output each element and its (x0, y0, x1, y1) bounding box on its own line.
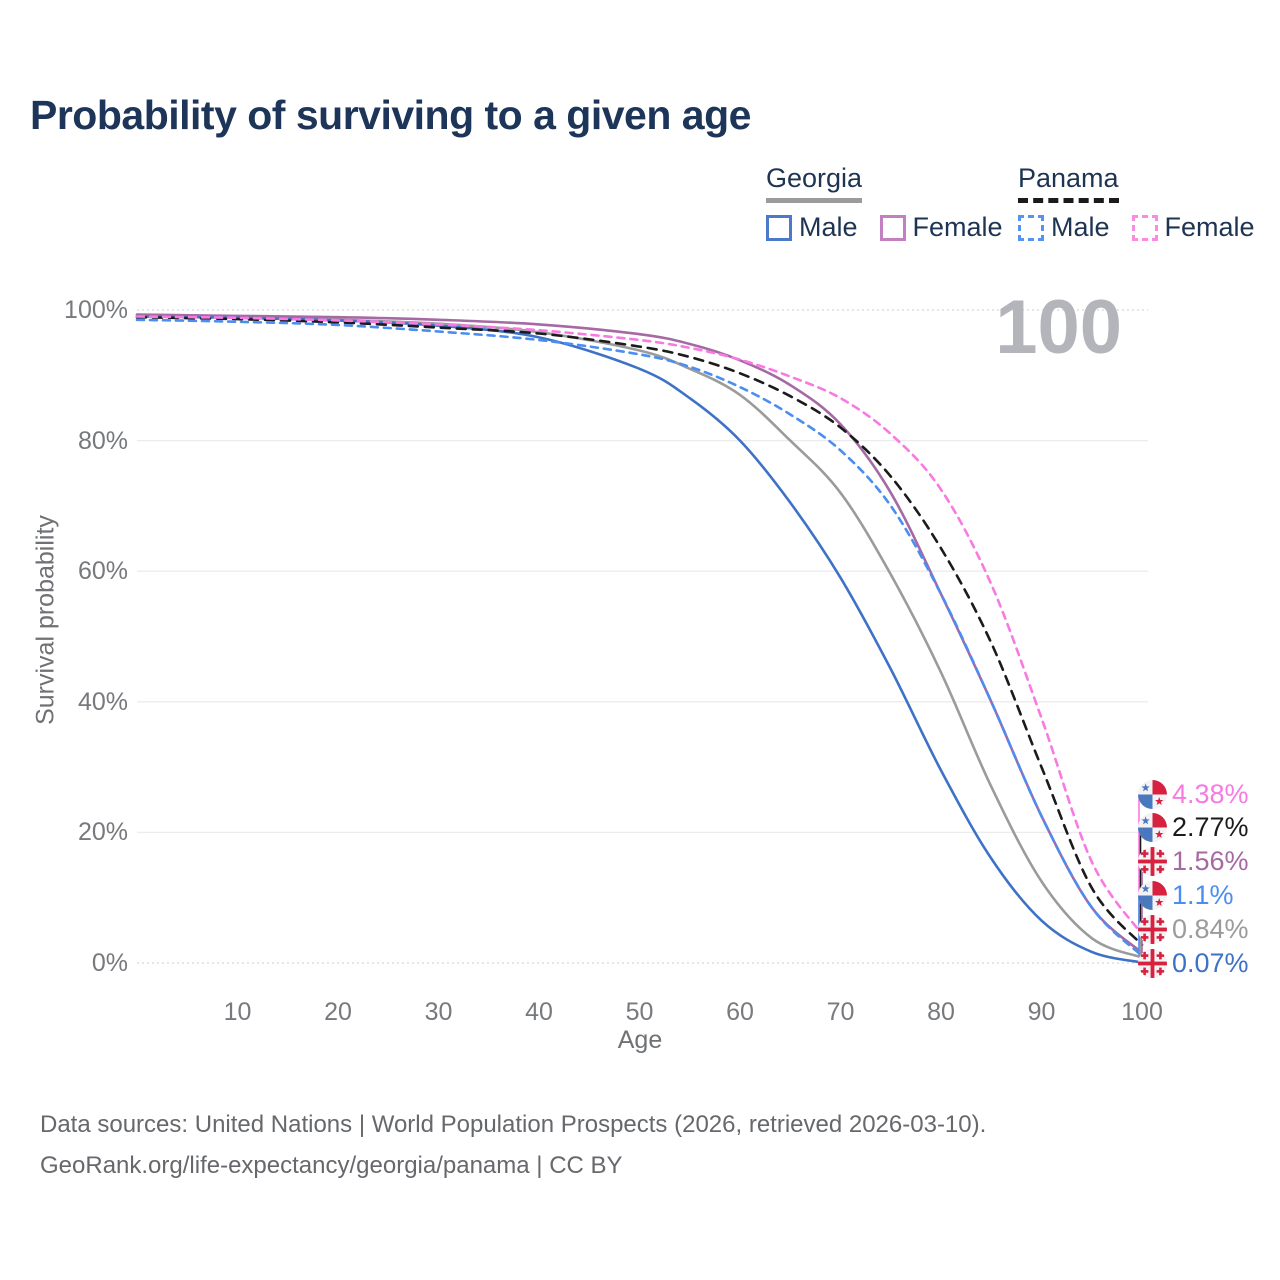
legend-item-panama-male[interactable]: Male (1018, 212, 1110, 243)
panama-female-swatch-icon (1131, 214, 1158, 241)
x-tick-label: 30 (424, 998, 453, 1026)
series-line-georgia-male[interactable] (135, 315, 1144, 964)
series-line-georgia-total[interactable] (135, 314, 1144, 959)
end-value-row-georgia-female: 1.56% (1138, 846, 1249, 877)
x-tick-label: 70 (826, 998, 855, 1026)
series-line-panama-male[interactable] (135, 318, 1144, 958)
end-value-row-panama-total: 2.77% (1138, 812, 1249, 843)
y-tick-label: 100% (64, 296, 128, 324)
end-value-label: 1.1% (1172, 879, 1234, 910)
series-line-panama-female[interactable] (135, 315, 1144, 936)
end-value-label: 2.77% (1172, 812, 1249, 843)
end-value-row-panama-female: 4.38% (1138, 779, 1249, 809)
legend-item-label: Male (799, 212, 858, 242)
age-indicator-watermark: 100 (995, 285, 1122, 370)
georgia-female-swatch-icon (879, 214, 906, 241)
x-tick-label: 60 (726, 998, 754, 1026)
chart-footer: Data sources: United Nations | World Pop… (40, 1104, 986, 1186)
data-sources-line: Data sources: United Nations | World Pop… (40, 1111, 987, 1138)
end-value-label: 1.56% (1172, 846, 1249, 877)
legend-item-label: Female (912, 212, 1003, 242)
georgia-flag-icon (1138, 948, 1167, 978)
x-tick-label: 50 (625, 998, 654, 1026)
page-title: Probability of surviving to a given age (30, 92, 751, 138)
series-line-panama-total[interactable] (135, 315, 1144, 947)
x-tick-label: 100 (1121, 998, 1163, 1026)
legend-item-georgia-female[interactable]: Female (879, 212, 1003, 243)
x-tick-label: 20 (324, 998, 352, 1026)
end-value-row-georgia-total: 0.84% (1138, 914, 1249, 944)
y-tick-label: 40% (77, 687, 128, 716)
x-axis-title: Age (617, 1026, 663, 1054)
x-tick-label: 40 (525, 998, 553, 1026)
y-tick-label: 80% (77, 426, 128, 455)
legend-item-panama-female[interactable]: Female (1131, 212, 1255, 243)
legend-item-label: Female (1164, 212, 1255, 242)
panama-flag-icon (1138, 813, 1167, 843)
legend-country-panama[interactable]: Panama (1018, 163, 1119, 203)
legend-group-panama: Panama Male Female (1018, 163, 1255, 243)
x-tick-label: 10 (223, 998, 252, 1026)
x-tick-label: 80 (927, 998, 955, 1026)
y-tick-label: 20% (77, 818, 128, 847)
georgia-male-swatch-icon (766, 214, 792, 241)
end-value-label: 0.84% (1172, 913, 1249, 944)
georgia-flag-icon (1138, 914, 1167, 944)
y-tick-label: 0% (91, 949, 128, 977)
legend-item-label: Male (1051, 212, 1110, 242)
end-value-row-panama-male: 1.1% (1138, 880, 1234, 910)
y-tick-label: 60% (77, 557, 128, 586)
x-tick-label: 90 (1027, 998, 1056, 1026)
georgia-flag-icon (1138, 847, 1167, 877)
end-value-row-georgia-male: 0.07% (1138, 948, 1249, 978)
panama-flag-icon (1138, 779, 1167, 809)
end-value-label: 0.07% (1172, 947, 1249, 978)
legend-item-georgia-male[interactable]: Male (766, 212, 858, 243)
panama-male-swatch-icon (1018, 214, 1044, 241)
panama-flag-icon (1138, 880, 1167, 910)
legend-country-georgia[interactable]: Georgia (766, 163, 863, 203)
legend-group-georgia: Georgia Male Female (766, 163, 1003, 243)
attribution-line: GeoRank.org/life-expectancy/georgia/pana… (40, 1152, 623, 1179)
end-value-label: 4.38% (1172, 778, 1249, 809)
